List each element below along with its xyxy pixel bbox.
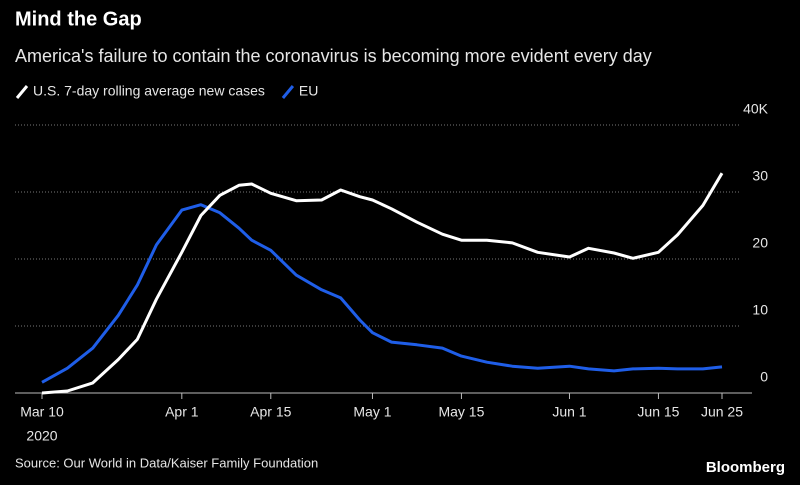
source: Source: Our World in Data/Kaiser Family … bbox=[15, 455, 318, 470]
x-tick-label: Jun 1 bbox=[552, 404, 586, 420]
x-tick-label: Apr 15 bbox=[250, 404, 291, 420]
legend-label: U.S. 7-day rolling average new cases bbox=[33, 83, 265, 99]
y-tick-label: 20 bbox=[752, 235, 768, 251]
chart-title: Mind the Gap bbox=[15, 8, 142, 30]
chart-subtitle: America's failure to contain the coronav… bbox=[15, 46, 652, 66]
x-tick-year: 2020 bbox=[26, 428, 57, 444]
x-tick-label: Jun 15 bbox=[637, 404, 679, 420]
x-tick-label: May 1 bbox=[353, 404, 391, 420]
brand: Bloomberg bbox=[706, 459, 785, 476]
y-tick-label: 10 bbox=[752, 302, 768, 318]
legend-swatch bbox=[15, 85, 29, 99]
legend-label: EU bbox=[299, 83, 318, 99]
x-tick-label: Mar 10 bbox=[20, 404, 64, 420]
y-tick-label: 40K bbox=[743, 101, 769, 117]
legend-swatch bbox=[281, 85, 295, 99]
x-tick-label: Jun 25 bbox=[701, 404, 743, 420]
series-line bbox=[41, 203, 723, 384]
y-tick-label: 0 bbox=[760, 369, 768, 385]
x-tick-label: May 15 bbox=[438, 404, 484, 420]
x-tick-label: Apr 1 bbox=[165, 404, 199, 420]
y-tick-label: 30 bbox=[752, 168, 768, 184]
series-line bbox=[41, 172, 724, 395]
